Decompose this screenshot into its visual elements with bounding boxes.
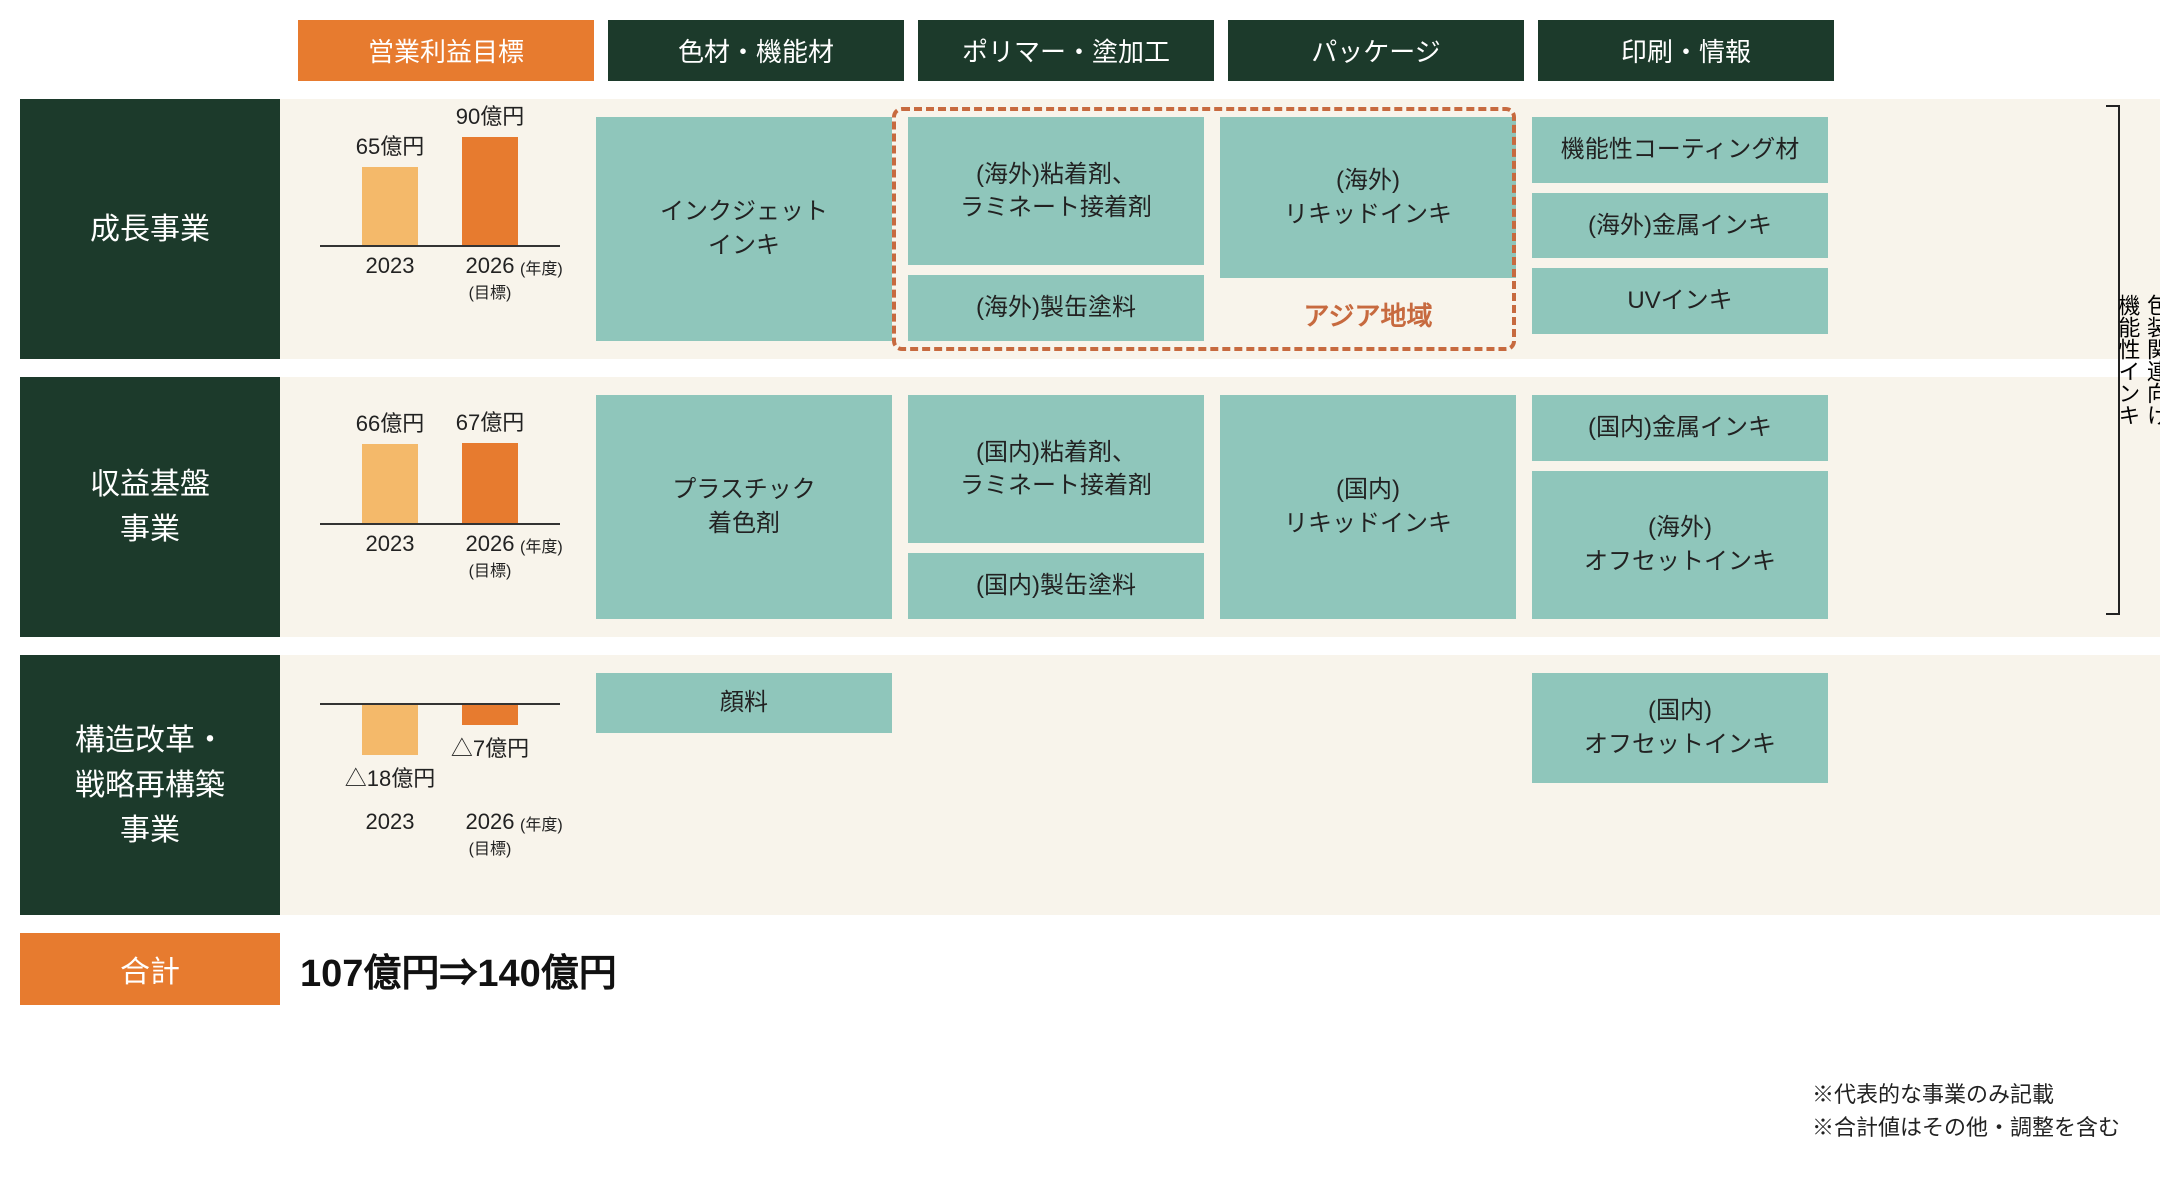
- bar-2023: [362, 444, 418, 523]
- header-col2: ポリマー・塗加工: [918, 20, 1214, 81]
- row-reform: 構造改革・ 戦略再構築 事業 △18億円 △7億円 2023: [20, 655, 2160, 915]
- base-chart: 66億円 67億円 2023 2026 (年度) (目標): [300, 395, 580, 619]
- footer-notes: ※代表的な事業のみ記載 ※合計値はその他・調整を含む: [1812, 1078, 2120, 1144]
- note-1: ※代表的な事業のみ記載: [1812, 1078, 2120, 1111]
- reform-col2: [908, 673, 1204, 897]
- growth-col1: インクジェット インキ: [596, 117, 892, 341]
- base-col4: (国内)金属インキ (海外) オフセットインキ: [1532, 395, 1828, 619]
- bar-2026: [462, 443, 518, 523]
- matrix-diagram: 営業利益目標 色材・機能材 ポリマー・塗加工 パッケージ 印刷・情報 成長事業 …: [20, 20, 2160, 1164]
- header-col3: パッケージ: [1228, 20, 1524, 81]
- asia-region-label: アジア地域: [1220, 288, 1516, 341]
- growth-chart: 65億円 90億円 2023 2026 (年度) (目標): [300, 117, 580, 341]
- base-col3: (国内) リキッドインキ: [1220, 395, 1516, 619]
- base-col1: プラスチック 着色剤: [596, 395, 892, 619]
- bar-2023: [362, 167, 418, 245]
- reform-col4: (国内) オフセットインキ: [1532, 673, 1828, 897]
- row-base-label: 収益基盤 事業: [20, 377, 280, 637]
- cell-can-coating-overseas: (海外)製缶塗料: [908, 275, 1204, 341]
- bar-val-2023: 65億円: [356, 129, 424, 161]
- bar-2023-neg: [362, 705, 418, 755]
- footer-row: 合計 107億円⇒140億円: [20, 933, 2160, 1005]
- footer-total-text: 107億円⇒140億円: [300, 942, 617, 997]
- cell-liquid-ink-overseas: (海外) リキッドインキ: [1220, 117, 1516, 278]
- side-text-1: 包装関連向け: [2144, 294, 2160, 426]
- reform-chart: △18億円 △7億円 2023 2026 (年度) (目標): [300, 673, 580, 897]
- row-reform-label: 構造改革・ 戦略再構築 事業: [20, 655, 280, 915]
- cell-inkjet: インクジェット インキ: [596, 117, 892, 341]
- footer-total-label: 合計: [20, 933, 280, 1005]
- growth-col3: (海外) リキッドインキ アジア地域: [1220, 117, 1516, 341]
- bar-2026-neg: [462, 705, 518, 725]
- growth-col2: (海外)粘着剤、 ラミネート接着剤 (海外)製缶塗料: [908, 117, 1204, 341]
- cell-plastic-colorant: プラスチック 着色剤: [596, 395, 892, 619]
- cell-func-coating: 機能性コーティング材: [1532, 117, 1828, 183]
- year-2023: 2023: [360, 809, 420, 859]
- side-text-2: 機能性インキ: [2115, 294, 2140, 426]
- header-profit-target: 営業利益目標: [298, 20, 594, 81]
- year-2023: 2023: [360, 253, 420, 303]
- bar-val-2026: 90億円: [456, 99, 524, 131]
- cell-adhesive-overseas: (海外)粘着剤、 ラミネート接着剤: [908, 117, 1204, 265]
- header-col4: 印刷・情報: [1538, 20, 1834, 81]
- cell-pigment: 顔料: [596, 673, 892, 733]
- reform-col3: [1220, 673, 1516, 897]
- cell-adhesive-domestic: (国内)粘着剤、 ラミネート接着剤: [908, 395, 1204, 543]
- year-2026: 2026 (年度) (目標): [460, 809, 520, 859]
- base-col2: (国内)粘着剤、 ラミネート接着剤 (国内)製缶塗料: [908, 395, 1204, 619]
- growth-col4: 機能性コーティング材 (海外)金属インキ UVインキ: [1532, 117, 1828, 341]
- header-row: 営業利益目標 色材・機能材 ポリマー・塗加工 パッケージ 印刷・情報: [298, 20, 2160, 81]
- note-2: ※合計値はその他・調整を含む: [1812, 1111, 2120, 1144]
- bar-val-2026: △7億円: [451, 731, 529, 763]
- cell-uv-ink: UVインキ: [1532, 268, 1828, 334]
- bar-val-2023: 66億円: [356, 406, 424, 438]
- row-growth-label: 成長事業: [20, 99, 280, 359]
- reform-col1: 顔料: [596, 673, 892, 897]
- year-2026: 2026 (年度) (目標): [460, 253, 520, 303]
- year-2023: 2023: [360, 531, 420, 581]
- bar-val-2026: 67億円: [456, 405, 524, 437]
- bar-2026: [462, 137, 518, 245]
- side-bracket: 包装関連向け 機能性インキ: [2100, 105, 2160, 615]
- year-2026: 2026 (年度) (目標): [460, 531, 520, 581]
- row-growth: 成長事業 65億円 90億円 2023 2026: [20, 99, 2160, 359]
- header-col1: 色材・機能材: [608, 20, 904, 81]
- cell-metal-ink-domestic: (国内)金属インキ: [1532, 395, 1828, 461]
- cell-offset-ink-domestic: (国内) オフセットインキ: [1532, 673, 1828, 783]
- cell-offset-ink-overseas: (海外) オフセットインキ: [1532, 471, 1828, 619]
- cell-liquid-ink-domestic: (国内) リキッドインキ: [1220, 395, 1516, 619]
- cell-metal-ink-overseas: (海外)金属インキ: [1532, 193, 1828, 259]
- row-base: 収益基盤 事業 66億円 67億円 2023 2026: [20, 377, 2160, 637]
- cell-can-coating-domestic: (国内)製缶塗料: [908, 553, 1204, 619]
- bar-val-2023: △18億円: [345, 761, 435, 793]
